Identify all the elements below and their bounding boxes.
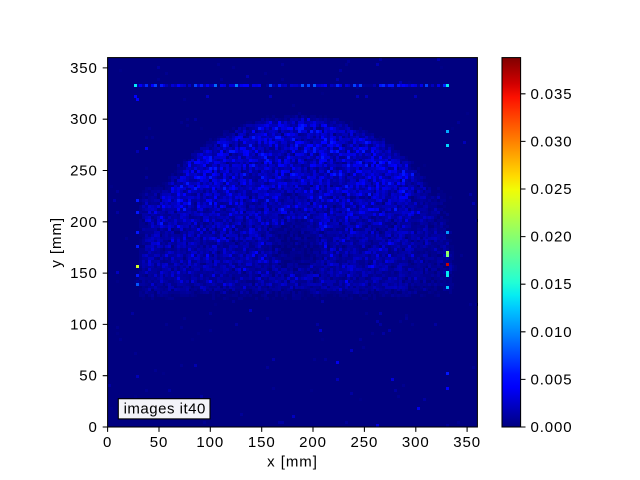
svg-text:350: 350 — [453, 434, 481, 451]
svg-text:0.030: 0.030 — [531, 133, 573, 150]
svg-text:50: 50 — [79, 368, 98, 385]
svg-text:100: 100 — [196, 434, 224, 451]
svg-text:300: 300 — [70, 111, 98, 128]
svg-text:350: 350 — [70, 60, 98, 77]
svg-text:0.015: 0.015 — [531, 276, 573, 293]
svg-text:x [mm]: x [mm] — [267, 453, 318, 470]
svg-text:0.000: 0.000 — [531, 419, 573, 436]
svg-text:0.035: 0.035 — [531, 86, 573, 103]
svg-text:0: 0 — [89, 419, 98, 436]
svg-text:0.020: 0.020 — [531, 229, 573, 246]
svg-text:100: 100 — [70, 316, 98, 333]
svg-text:0: 0 — [103, 434, 112, 451]
svg-text:150: 150 — [70, 265, 98, 282]
svg-text:50: 50 — [150, 434, 169, 451]
svg-text:200: 200 — [70, 214, 98, 231]
svg-text:250: 250 — [70, 163, 98, 180]
svg-text:y [mm]: y [mm] — [48, 217, 65, 268]
svg-text:images it40: images it40 — [124, 401, 206, 418]
svg-text:250: 250 — [351, 434, 379, 451]
svg-text:0.025: 0.025 — [531, 181, 573, 198]
svg-text:200: 200 — [299, 434, 327, 451]
svg-text:300: 300 — [402, 434, 430, 451]
svg-text:150: 150 — [248, 434, 276, 451]
svg-text:0.010: 0.010 — [531, 324, 573, 341]
svg-text:0.005: 0.005 — [531, 371, 573, 388]
